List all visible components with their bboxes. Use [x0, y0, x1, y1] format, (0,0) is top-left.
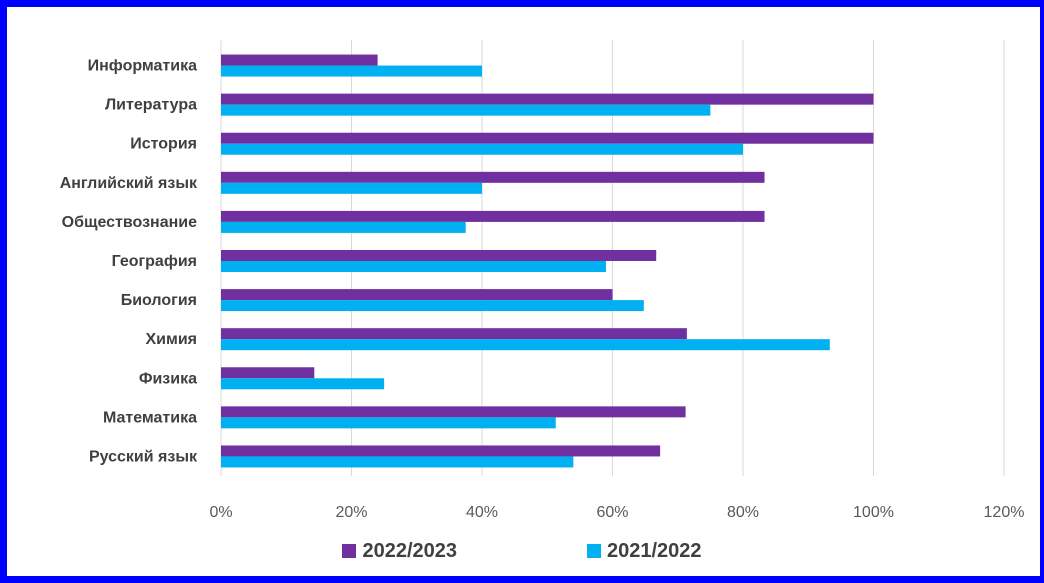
bar-series-1-5 [221, 250, 657, 261]
category-label: Русский язык [89, 448, 198, 465]
bar-series-1-3 [221, 171, 765, 183]
bar-series-2-6 [221, 300, 644, 312]
bar-series-2-3 [221, 182, 482, 194]
category-labels: Информатика Литература История Английский я… [60, 58, 198, 466]
legend-label-series-2: 2021/2022 [607, 539, 702, 562]
bar-series-1-4 [221, 210, 765, 222]
legend-item-series-1: 2022/2023 [342, 540, 457, 563]
bar-series-2-2 [221, 143, 743, 155]
x-tick-label: 40% [466, 504, 498, 521]
x-tick-label: 100% [853, 504, 894, 521]
bar-series-2-5 [221, 261, 606, 272]
legend-item-series-2: 2021/2022 [587, 540, 702, 563]
x-tick-label: 80% [727, 504, 759, 521]
category-label: История [130, 136, 197, 153]
category-label: Математика [103, 409, 197, 426]
bar-series-2-0 [221, 65, 482, 77]
bar-series-2-9 [221, 417, 556, 429]
category-label: Биология [121, 292, 197, 309]
bar-series-1-9 [221, 406, 686, 418]
bar-series-1-2 [221, 132, 874, 144]
x-tick-labels: 0% 20% 40% 60% 80% 100% 120% [209, 504, 1024, 521]
category-label: Английский язык [60, 175, 198, 192]
category-label: Обществознание [62, 214, 197, 231]
legend: 2022/2023 2021/2022 [0, 536, 1044, 566]
bar-series-2-10 [221, 456, 574, 468]
bar-series-1-1 [221, 93, 874, 105]
bar-series-2-8 [221, 378, 385, 390]
legend-swatch-series-2 [587, 544, 601, 558]
bar-series-2-7 [221, 339, 830, 351]
category-label: Литература [105, 97, 197, 114]
bar-series-1-7 [221, 328, 687, 340]
x-tick-label: 60% [596, 504, 628, 521]
category-label: Информатика [88, 58, 197, 75]
bar-series-2-1 [221, 104, 711, 116]
category-label: Химия [145, 331, 197, 348]
bar-series-2-4 [221, 221, 466, 233]
x-tick-label: 20% [335, 504, 367, 521]
bar-series-1-8 [221, 367, 315, 379]
bar-series-1-0 [221, 54, 378, 66]
legend-label-series-1: 2022/2023 [362, 539, 457, 562]
x-tick-label: 120% [984, 504, 1025, 521]
category-label: География [112, 253, 197, 270]
bars [221, 54, 874, 468]
category-label: Физика [139, 370, 197, 387]
bar-series-1-10 [221, 445, 661, 457]
bar-series-1-6 [221, 289, 613, 301]
x-tick-label: 0% [209, 504, 232, 521]
legend-swatch-series-1 [342, 544, 357, 558]
